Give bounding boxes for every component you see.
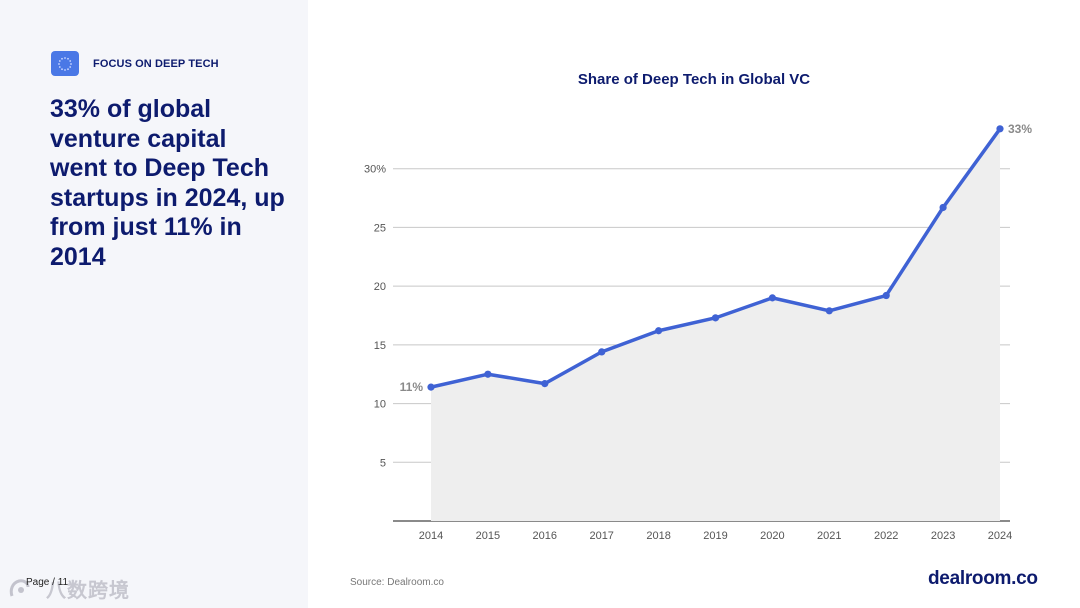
data-point-2017 [598, 348, 606, 356]
label-layer: 11% 33% [400, 122, 1033, 394]
x-tick-label: 2022 [874, 530, 898, 542]
data-label: 11% [400, 380, 424, 394]
x-tick-label: 2024 [988, 530, 1012, 542]
x-tick-label: 2020 [760, 530, 784, 542]
x-tick-label: 2014 [419, 530, 443, 542]
watermark-logo-icon [9, 578, 30, 596]
data-label: 33% [1008, 122, 1032, 136]
data-point-2024 [996, 125, 1004, 133]
x-tick-label: 2021 [817, 530, 841, 542]
point-layer [427, 125, 1004, 391]
watermark: 八数跨境 [8, 574, 130, 603]
data-point-2019 [711, 314, 720, 322]
headline: 33% of global venture capital went to De… [50, 95, 285, 271]
data-point-2022 [882, 291, 890, 300]
data-point-2023 [939, 203, 947, 212]
data-point-2021 [825, 307, 833, 315]
source-note: Source: Dealroom.co [350, 577, 444, 588]
y-tick-label: 30% [364, 164, 386, 176]
x-tick-label: 2016 [533, 530, 557, 542]
y-tick-label: 20 [374, 281, 386, 293]
section-tag: FOCUS ON DEEP TECH [51, 51, 219, 76]
page-number: Page / 11 [26, 577, 69, 588]
line-chart: 5 10 15 20 25 30% 2014 2015 2016 2017 2018 2019 2020… [364, 122, 1033, 542]
data-point-2014 [427, 383, 435, 391]
eu-flag-icon [51, 51, 79, 76]
data-point-2015 [484, 370, 492, 378]
data-point-2016 [541, 380, 549, 388]
area-layer [431, 128, 1000, 521]
data-point-2020 [768, 294, 776, 302]
eu-stars-ring [58, 56, 72, 71]
series-area-fill [431, 128, 1000, 521]
watermark-text: 八数跨境 [46, 580, 130, 602]
y-tick-label: 5 [380, 457, 386, 469]
y-tick-label: 25 [374, 222, 386, 234]
x-tick-label: 2019 [703, 530, 727, 542]
x-tick-label: 2015 [476, 530, 500, 542]
left-panel: FOCUS ON DEEP TECH 33% of global venture… [0, 0, 308, 608]
data-point-2018 [655, 327, 663, 335]
chart-title: Share of Deep Tech in Global VC [577, 71, 811, 88]
y-tick-label: 15 [374, 340, 386, 352]
y-tick-label: 10 [374, 399, 386, 411]
x-tick-label: 2023 [931, 530, 955, 542]
brand-logo[interactable]: dealroom.co [928, 568, 1038, 589]
x-tick-label: 2018 [646, 530, 670, 542]
x-tick-label: 2017 [589, 530, 613, 542]
section-tag-label: FOCUS ON DEEP TECH [93, 57, 219, 70]
